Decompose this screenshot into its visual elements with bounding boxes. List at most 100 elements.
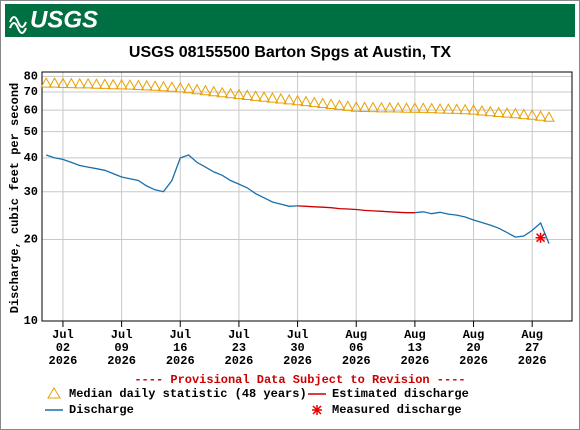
x-tick-label: 2026: [459, 354, 488, 368]
median-marker: [291, 94, 304, 106]
median-marker: [526, 109, 539, 120]
median-marker: [442, 103, 455, 114]
x-tick-label: Jul: [228, 328, 250, 342]
x-tick-label: 2026: [342, 354, 371, 368]
median-marker: [82, 77, 94, 89]
logo-icon: [9, 16, 27, 34]
median-marker: [107, 78, 120, 90]
median-marker: [199, 84, 212, 96]
y-axis-label: Discharge, cubic feet per second: [8, 83, 22, 313]
x-tick-label: 13: [408, 341, 422, 355]
median-marker: [459, 103, 472, 115]
series-markers: [535, 232, 546, 243]
legend-swatch: [312, 405, 322, 415]
x-tick-label: 2026: [225, 354, 254, 368]
median-marker: [115, 78, 128, 90]
x-tick-label: 2026: [49, 354, 78, 368]
y-tick-label: 10: [24, 314, 38, 328]
x-tick-label: Aug: [521, 328, 543, 342]
median-marker: [249, 90, 262, 101]
median-marker: [467, 104, 480, 115]
x-tick-label: 30: [290, 341, 304, 355]
series-line: [297, 205, 415, 214]
measured-marker: [535, 232, 546, 243]
median-marker: [266, 92, 279, 103]
median-marker: [417, 102, 430, 113]
y-tick-label: 30: [24, 185, 38, 199]
median-marker: [65, 77, 78, 89]
median-marker: [216, 86, 229, 98]
legend-swatch: [47, 387, 61, 399]
median-marker: [140, 79, 153, 91]
median-marker: [484, 105, 497, 117]
y-tick-label: 20: [24, 233, 38, 247]
median-marker: [300, 95, 312, 107]
median-marker: [73, 77, 86, 89]
median-marker: [90, 78, 103, 89]
median-marker: [492, 106, 505, 118]
x-tick-label: Jul: [52, 328, 74, 342]
x-tick-label: 2026: [400, 354, 429, 368]
median-marker: [48, 77, 61, 88]
median-marker: [450, 103, 463, 114]
median-marker: [534, 110, 547, 121]
median-marker: [333, 99, 346, 110]
x-tick-label: 23: [232, 341, 246, 355]
x-tick-label: 16: [173, 341, 187, 355]
median-marker: [316, 97, 329, 109]
median-marker: [425, 102, 438, 114]
x-tick-label: Jul: [169, 328, 191, 342]
x-tick-label: 02: [56, 341, 70, 355]
median-marker: [98, 78, 111, 89]
median-marker: [358, 101, 371, 112]
median-marker: [191, 83, 203, 95]
median-marker: [166, 81, 178, 92]
x-tick-label: Jul: [111, 328, 133, 342]
median-marker: [434, 102, 446, 114]
median-marker: [40, 77, 53, 88]
series-markers: [40, 77, 555, 122]
y-tick-label: 50: [24, 125, 38, 139]
median-marker: [157, 80, 170, 92]
notice: ---- Provisional Data Subject to Revisio…: [134, 373, 465, 387]
median-marker: [517, 108, 530, 120]
median-marker: [392, 102, 404, 113]
header-band: [5, 4, 575, 37]
y-tick-label: 80: [24, 70, 38, 84]
y-tick-label: 70: [24, 85, 38, 99]
median-marker: [383, 101, 396, 113]
y-tick-label: 40: [24, 151, 38, 165]
median-marker: [207, 85, 220, 97]
median-marker: [375, 101, 388, 113]
median-marker: [258, 91, 270, 102]
x-tick-label: 2026: [283, 354, 312, 368]
legend: Median daily statistic (48 years) Estimat…: [45, 387, 469, 417]
median-marker: [400, 102, 413, 113]
median-marker: [124, 79, 136, 90]
x-tick-label: 20: [466, 341, 480, 355]
median-marker: [241, 89, 254, 100]
median-marker: [149, 80, 161, 91]
median-marker: [325, 98, 337, 109]
chart-title: USGS 08155500 Barton Spgs at Austin, TX: [129, 44, 452, 61]
median-marker: [283, 93, 296, 105]
median-marker: [342, 100, 354, 111]
legend-label: Discharge: [69, 403, 134, 417]
median-marker: [224, 87, 237, 99]
legend-label: Median daily statistic (48 years): [69, 387, 307, 401]
median-marker: [509, 107, 522, 119]
median-marker: [350, 101, 363, 112]
x-tick-label: Aug: [345, 328, 367, 342]
x-tick-label: 27: [525, 341, 539, 355]
median-marker: [543, 111, 555, 122]
median-marker: [57, 77, 69, 88]
median-marker: [501, 107, 513, 118]
legend-label: Estimated discharge: [332, 387, 469, 401]
x-tick-label: 2026: [518, 354, 547, 368]
median-marker: [132, 79, 145, 91]
legend-label: Measured discharge: [332, 403, 462, 417]
median-marker: [174, 81, 187, 93]
x-tick-label: Jul: [287, 328, 309, 342]
